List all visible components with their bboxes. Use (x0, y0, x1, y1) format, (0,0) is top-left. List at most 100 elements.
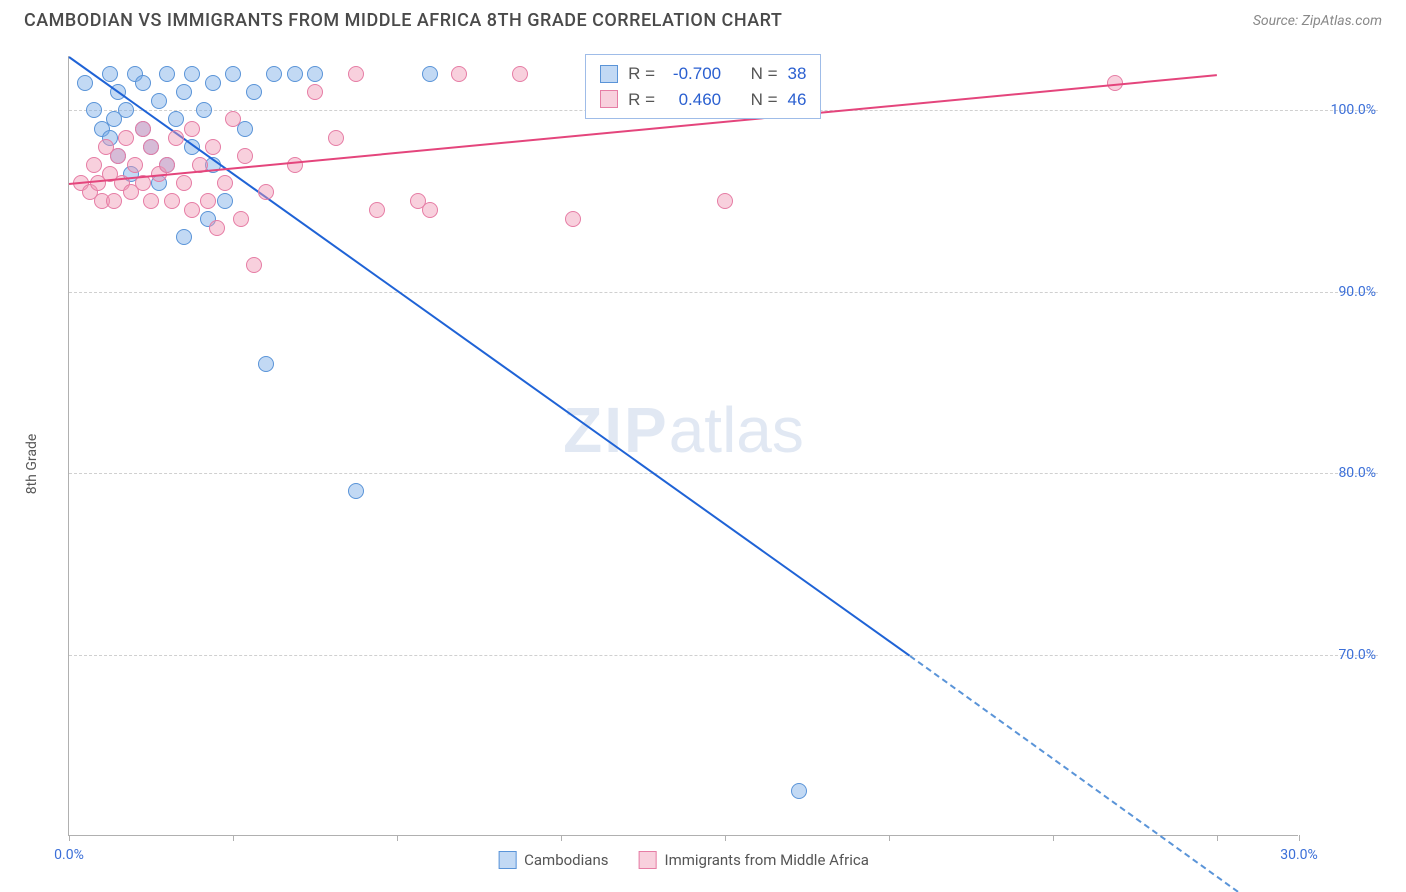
data-point (205, 75, 221, 91)
x-tick (1299, 835, 1300, 841)
watermark-atlas: atlas (669, 394, 804, 466)
x-tick (561, 835, 562, 841)
data-point (225, 111, 241, 127)
data-point (200, 193, 216, 209)
data-point (176, 84, 192, 100)
data-point (143, 193, 159, 209)
y-tick-label: 100.0% (1331, 102, 1376, 118)
data-point (151, 93, 167, 109)
data-point (246, 257, 262, 273)
chart-container: 8th Grade ZIPatlas 70.0%80.0%90.0%100.0%… (24, 48, 1382, 880)
data-point (422, 66, 438, 82)
n-label: N = (751, 87, 778, 113)
data-point (258, 184, 274, 200)
data-point (225, 66, 241, 82)
data-point (217, 193, 233, 209)
data-point (168, 130, 184, 146)
data-point (328, 130, 344, 146)
data-point (237, 148, 253, 164)
data-point (348, 66, 364, 82)
n-label: N = (751, 61, 778, 87)
source-label: Source: ZipAtlas.com (1253, 13, 1382, 29)
data-point (184, 202, 200, 218)
gridline (69, 473, 1378, 474)
data-point (184, 66, 200, 82)
y-axis-label: 8th Grade (24, 434, 40, 495)
data-point (258, 356, 274, 372)
data-point (159, 157, 175, 173)
x-tick (69, 835, 70, 841)
data-point (127, 157, 143, 173)
data-point (209, 220, 225, 236)
x-tick-label: 0.0% (54, 847, 84, 863)
data-point (164, 193, 180, 209)
series-swatch (600, 90, 618, 108)
y-tick-label: 90.0% (1338, 284, 1376, 300)
legend-label: Immigrants from Middle Africa (664, 851, 868, 869)
data-point (717, 193, 733, 209)
stats-row: R = 0.460 N = 46 (600, 87, 806, 113)
x-tick (1053, 835, 1054, 841)
n-value: 38 (788, 61, 807, 87)
legend-label: Cambodians (524, 851, 608, 869)
data-point (565, 211, 581, 227)
y-tick-label: 80.0% (1338, 465, 1376, 481)
legend-swatch (638, 851, 656, 869)
data-point (176, 229, 192, 245)
data-point (217, 175, 233, 191)
n-value: 46 (788, 87, 807, 113)
data-point (451, 66, 467, 82)
x-tick (725, 835, 726, 841)
data-point (287, 66, 303, 82)
data-point (348, 483, 364, 499)
data-point (246, 84, 262, 100)
data-point (184, 121, 200, 137)
data-point (106, 193, 122, 209)
data-point (110, 148, 126, 164)
r-value: -0.700 (665, 61, 721, 87)
trend-line-extrapolated (909, 655, 1238, 892)
data-point (176, 175, 192, 191)
r-value: 0.460 (665, 87, 721, 113)
data-point (307, 84, 323, 100)
x-tick (397, 835, 398, 841)
data-point (307, 66, 323, 82)
data-point (159, 66, 175, 82)
data-point (168, 111, 184, 127)
legend-item: Cambodians (498, 851, 608, 869)
x-tick (1217, 835, 1218, 841)
data-point (196, 102, 212, 118)
chart-title: CAMBODIAN VS IMMIGRANTS FROM MIDDLE AFRI… (24, 10, 782, 31)
data-point (118, 130, 134, 146)
trend-line (68, 56, 910, 656)
watermark-zip: ZIP (563, 394, 669, 466)
data-point (86, 157, 102, 173)
legend: Cambodians Immigrants from Middle Africa (498, 851, 869, 869)
plot-area: ZIPatlas 70.0%80.0%90.0%100.0%0.0%30.0%R… (68, 56, 1298, 836)
series-swatch (600, 65, 618, 83)
legend-swatch (498, 851, 516, 869)
data-point (205, 139, 221, 155)
data-point (102, 66, 118, 82)
data-point (791, 783, 807, 799)
gridline (69, 292, 1378, 293)
x-tick-label: 30.0% (1280, 847, 1318, 863)
stats-row: R = -0.700 N = 38 (600, 61, 806, 87)
watermark: ZIPatlas (563, 393, 804, 467)
x-tick (889, 835, 890, 841)
data-point (143, 139, 159, 155)
data-point (422, 202, 438, 218)
data-point (287, 157, 303, 173)
r-label: R = (628, 87, 655, 113)
r-label: R = (628, 61, 655, 87)
data-point (369, 202, 385, 218)
data-point (135, 121, 151, 137)
stats-box: R = -0.700 N = 38 R = 0.460 N = 46 (585, 54, 821, 119)
data-point (86, 102, 102, 118)
data-point (266, 66, 282, 82)
data-point (233, 211, 249, 227)
data-point (77, 75, 93, 91)
data-point (512, 66, 528, 82)
data-point (106, 111, 122, 127)
legend-item: Immigrants from Middle Africa (638, 851, 868, 869)
